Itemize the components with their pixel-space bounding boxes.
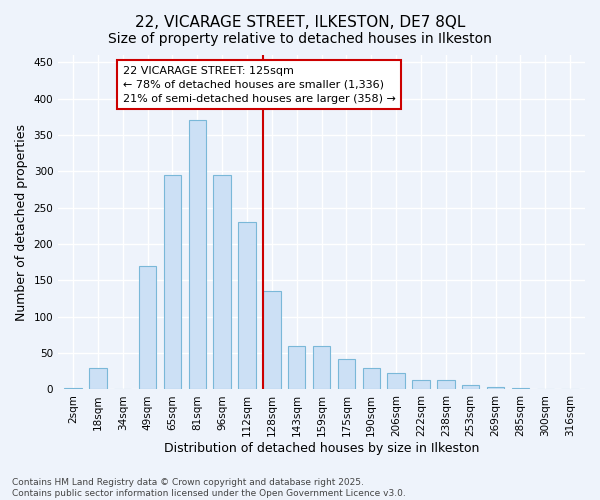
Bar xyxy=(487,386,504,390)
Bar xyxy=(188,120,206,390)
Bar xyxy=(288,346,305,390)
Bar xyxy=(437,380,455,390)
Text: Contains HM Land Registry data © Crown copyright and database right 2025.
Contai: Contains HM Land Registry data © Crown c… xyxy=(12,478,406,498)
Bar xyxy=(313,346,330,390)
Text: Size of property relative to detached houses in Ilkeston: Size of property relative to detached ho… xyxy=(108,32,492,46)
Text: 22, VICARAGE STREET, ILKESTON, DE7 8QL: 22, VICARAGE STREET, ILKESTON, DE7 8QL xyxy=(135,15,465,30)
Bar xyxy=(139,266,157,390)
Bar xyxy=(164,175,181,390)
Text: 22 VICARAGE STREET: 125sqm
← 78% of detached houses are smaller (1,336)
21% of s: 22 VICARAGE STREET: 125sqm ← 78% of deta… xyxy=(123,66,395,104)
X-axis label: Distribution of detached houses by size in Ilkeston: Distribution of detached houses by size … xyxy=(164,442,479,455)
Bar xyxy=(263,292,281,390)
Bar xyxy=(388,374,405,390)
Bar xyxy=(512,388,529,390)
Bar xyxy=(338,359,355,390)
Y-axis label: Number of detached properties: Number of detached properties xyxy=(15,124,28,320)
Bar xyxy=(214,175,231,390)
Bar xyxy=(89,368,107,390)
Bar xyxy=(462,385,479,390)
Bar xyxy=(536,388,554,390)
Bar xyxy=(64,388,82,390)
Bar xyxy=(412,380,430,390)
Bar xyxy=(238,222,256,390)
Bar xyxy=(362,368,380,390)
